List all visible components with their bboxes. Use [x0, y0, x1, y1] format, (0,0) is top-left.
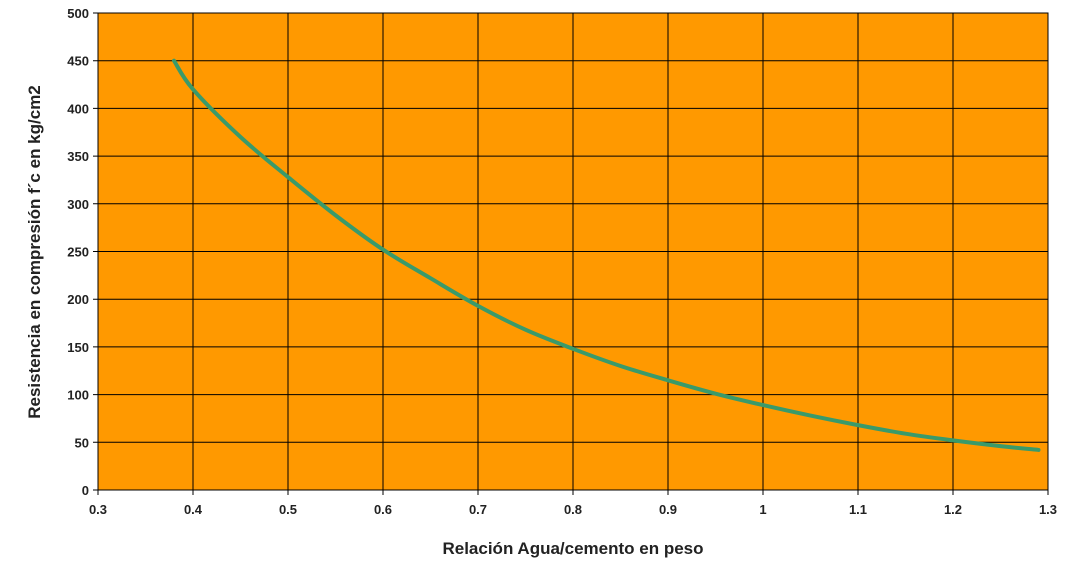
y-tick-label: 250 — [67, 245, 89, 260]
series-line — [172, 58, 1041, 452]
x-tick-label: 0.8 — [564, 502, 582, 517]
y-tick-label: 150 — [67, 340, 89, 355]
y-tick-label: 200 — [67, 292, 89, 307]
y-tick-label: 50 — [75, 435, 89, 450]
x-tick-label: 0.7 — [469, 502, 487, 517]
plot-border — [97, 12, 1049, 491]
y-tick-label: 450 — [67, 54, 89, 69]
series-group — [172, 58, 1041, 452]
x-tick-label: 0.4 — [184, 502, 203, 517]
y-tick-label: 300 — [67, 197, 89, 212]
x-tick-label: 1.3 — [1039, 502, 1057, 517]
x-tick-label: 0.9 — [659, 502, 677, 517]
x-tick-label: 1 — [759, 502, 766, 517]
y-tick-label: 350 — [67, 149, 89, 164]
y-tick-label: 100 — [67, 388, 89, 403]
y-axis-title: Resistencia en compresión f´c en kg/cm2 — [25, 85, 44, 419]
y-tick-label: 400 — [67, 101, 89, 116]
x-tick-label: 0.5 — [279, 502, 297, 517]
y-tick-label: 0 — [82, 483, 89, 498]
x-tick-label: 0.3 — [89, 502, 107, 517]
x-tick-label: 1.2 — [944, 502, 962, 517]
x-tick-labels: 0.3 0.4 0.5 0.6 0.7 0.8 0.9 1 1.1 1.2 1.3 — [89, 502, 1057, 517]
y-tick-labels: 0 50 100 150 200 250 300 350 400 450 500 — [67, 6, 89, 498]
x-axis-title: Relación Agua/cemento en peso — [442, 539, 703, 558]
x-tick-label: 0.6 — [374, 502, 392, 517]
x-tick-label: 1.1 — [849, 502, 867, 517]
y-tick-label: 500 — [67, 6, 89, 21]
